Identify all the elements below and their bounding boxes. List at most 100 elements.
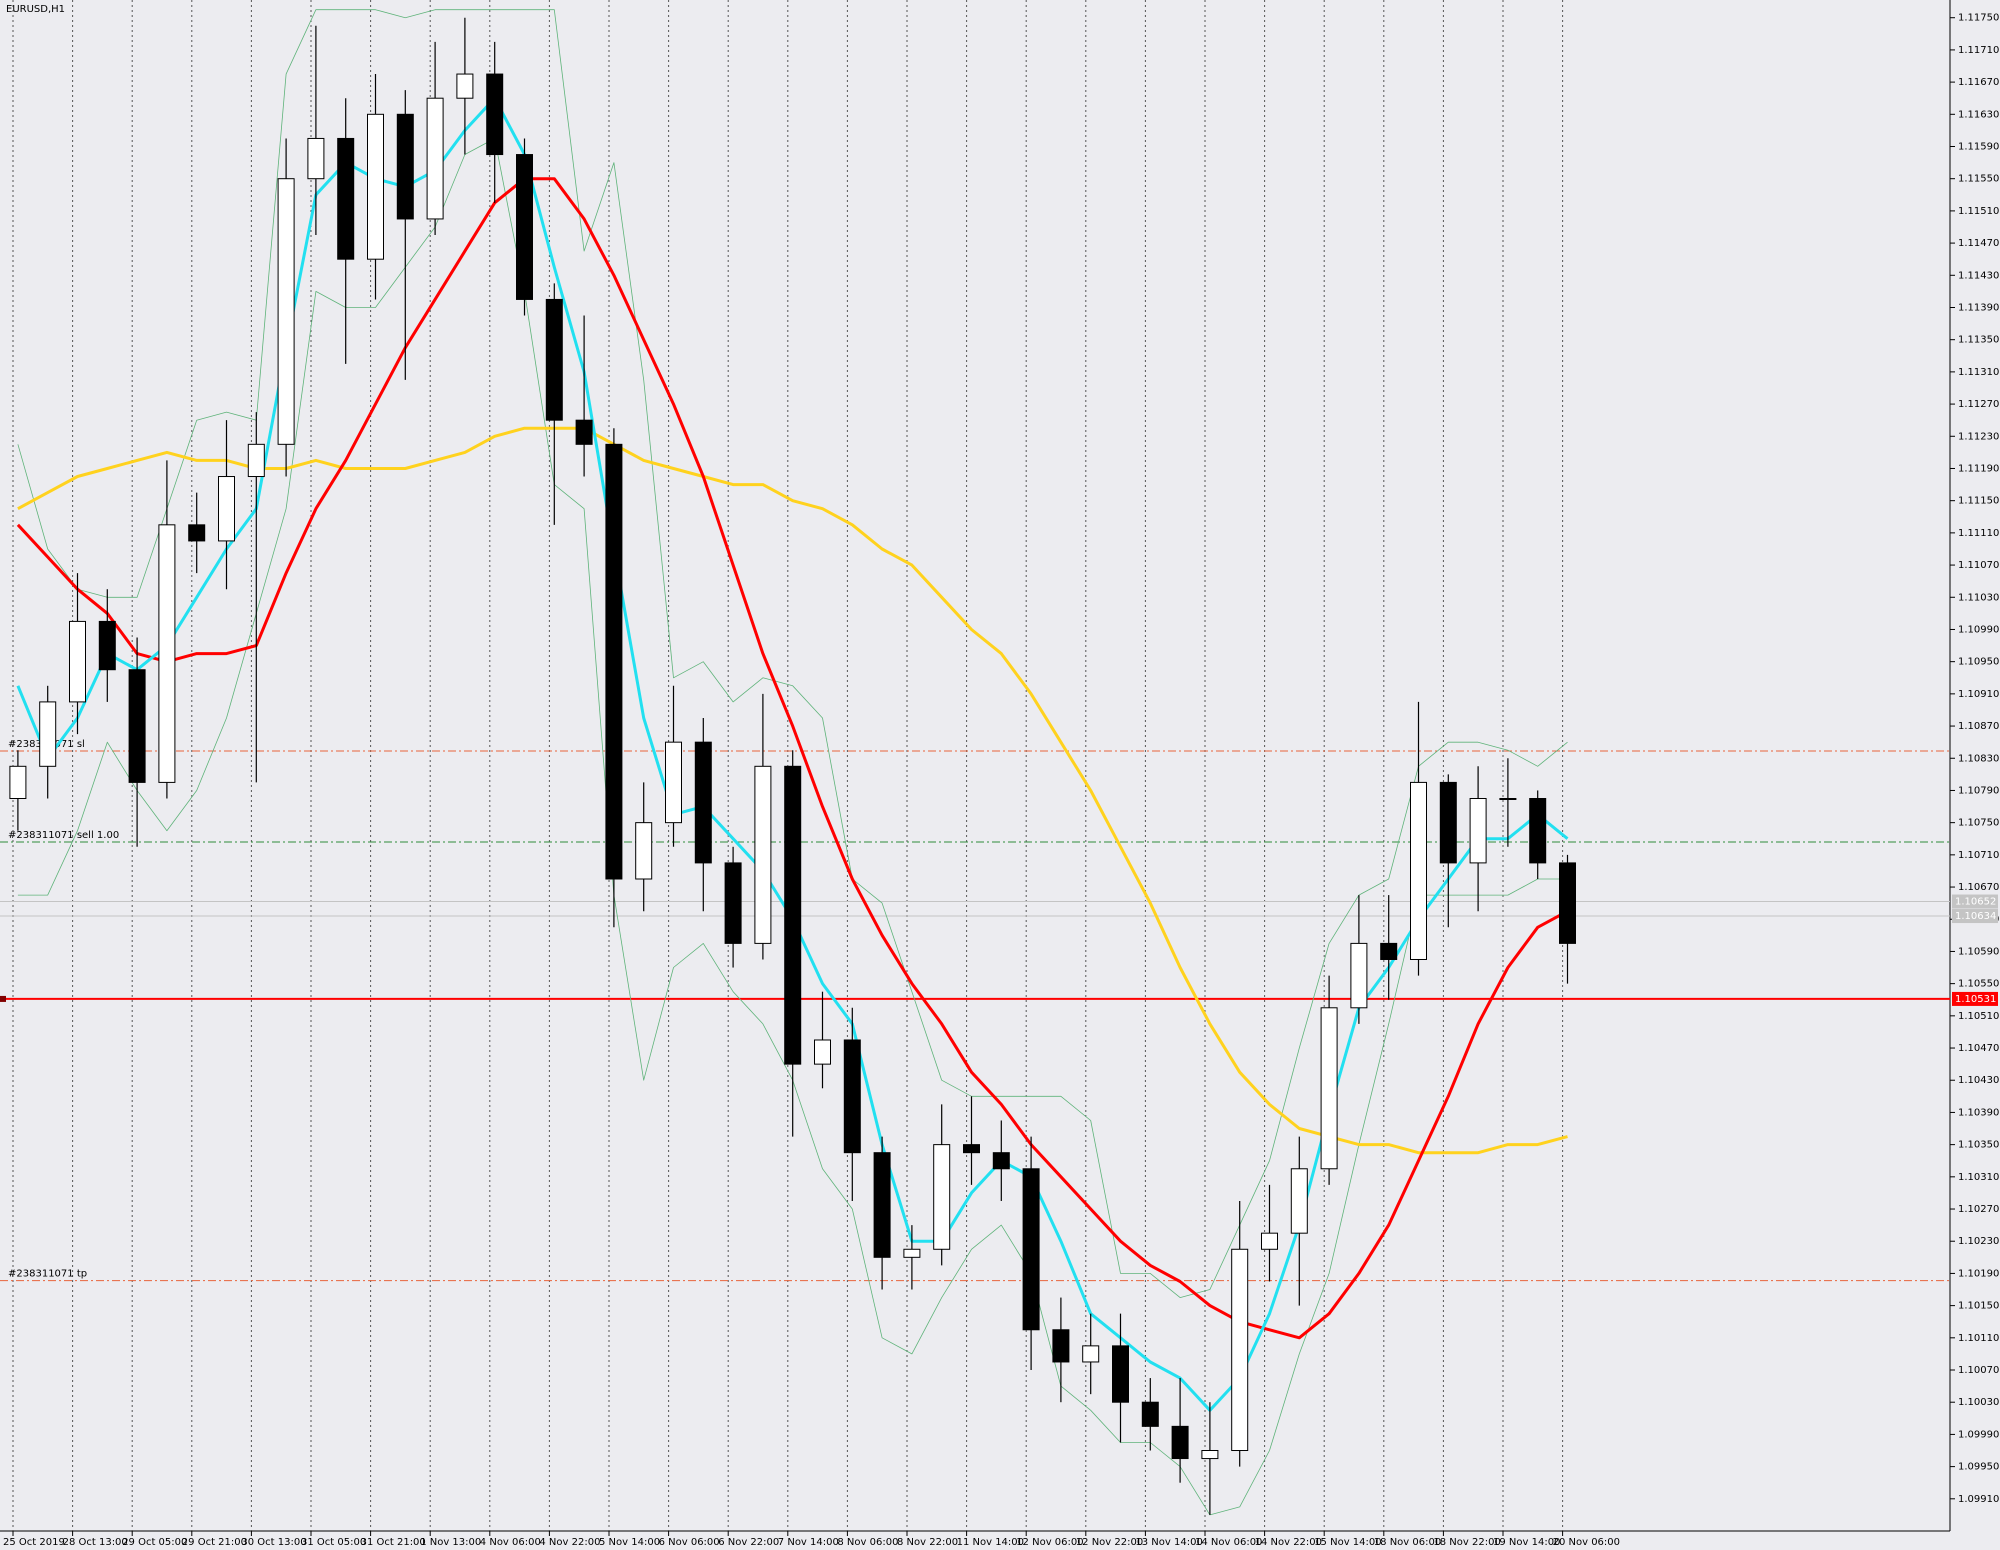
x-tick-label: 11 Nov 14:00 xyxy=(957,1537,1024,1548)
x-tick-label: 18 Nov 06:00 xyxy=(1374,1537,1441,1548)
x-tick-label: 15 Nov 14:00 xyxy=(1314,1537,1381,1548)
candle-body xyxy=(814,1039,831,1065)
x-tick-label: 5 Nov 14:00 xyxy=(599,1537,660,1548)
candle-body xyxy=(575,419,593,445)
candle-body xyxy=(69,620,86,703)
x-tick-label: 6 Nov 06:00 xyxy=(659,1537,720,1548)
candle-body xyxy=(843,1039,861,1154)
x-tick-label: 18 Nov 22:00 xyxy=(1433,1537,1500,1548)
x-tick-label: 12 Nov 06:00 xyxy=(1016,1537,1083,1548)
indicator-line xyxy=(17,426,1568,1155)
candle-body xyxy=(963,1144,980,1154)
candle-body xyxy=(128,669,146,783)
candle-body xyxy=(694,741,712,864)
x-tick-label: 19 Nov 14:00 xyxy=(1493,1537,1560,1548)
candle-body xyxy=(218,476,235,542)
candle-body xyxy=(1261,1232,1278,1250)
y-tick-label: 1.11390 xyxy=(1958,302,1999,313)
candle-body xyxy=(992,1152,1010,1170)
y-tick-label: 1.09950 xyxy=(1958,1462,1999,1473)
candle-body xyxy=(486,73,504,156)
candle-body xyxy=(1350,942,1368,1009)
x-tick-label: 14 Nov 22:00 xyxy=(1255,1537,1322,1548)
y-tick-label: 1.10670 xyxy=(1958,882,1999,893)
x-tick-label: 14 Nov 06:00 xyxy=(1195,1537,1262,1548)
y-tick-label: 1.10590 xyxy=(1958,946,1999,957)
y-tick-label: 1.10830 xyxy=(1958,753,1999,764)
y-tick-label: 1.10150 xyxy=(1958,1301,1999,1312)
candle-body xyxy=(426,97,444,220)
y-tick-label: 1.11070 xyxy=(1958,560,1999,571)
x-tick-label: 20 Nov 06:00 xyxy=(1553,1537,1620,1548)
order-label: #238311071 sell 1.00 xyxy=(8,830,119,841)
y-tick-label: 1.11470 xyxy=(1958,238,1999,249)
x-tick-label: 29 Oct 05:00 xyxy=(122,1537,187,1548)
y-tick-label: 1.10870 xyxy=(1958,721,1999,732)
price-label: 1.10652 xyxy=(1955,897,1996,908)
price-label-box xyxy=(1952,894,1998,909)
x-tick-label: 28 Oct 13:00 xyxy=(63,1537,128,1548)
x-tick-label: 8 Nov 22:00 xyxy=(897,1537,958,1548)
price-label: 1.10531 xyxy=(1955,994,1996,1005)
y-tick-label: 1.10270 xyxy=(1958,1204,1999,1215)
y-tick-label: 1.11710 xyxy=(1958,45,1999,56)
candle-body xyxy=(9,765,27,800)
y-tick-label: 1.10390 xyxy=(1958,1107,1999,1118)
candle-body xyxy=(277,178,295,445)
y-tick-label: 1.10070 xyxy=(1958,1365,1999,1376)
x-tick-label: 4 Nov 06:00 xyxy=(480,1537,541,1548)
x-tick-label: 31 Oct 21:00 xyxy=(361,1537,426,1548)
candle-body xyxy=(1052,1329,1070,1363)
y-tick-label: 1.10350 xyxy=(1958,1140,1999,1151)
candle-body xyxy=(247,443,265,478)
x-tick-label: 29 Oct 21:00 xyxy=(182,1537,247,1548)
y-tick-label: 1.11430 xyxy=(1958,270,1999,281)
y-tick-label: 1.11190 xyxy=(1958,463,1999,474)
candle-body xyxy=(158,524,176,783)
y-tick-label: 1.11630 xyxy=(1958,109,1999,120)
price-marker xyxy=(0,995,6,1002)
candle-body xyxy=(1141,1401,1159,1427)
candle-body xyxy=(396,113,414,220)
y-tick-label: 1.10110 xyxy=(1958,1333,1999,1344)
y-tick-label: 1.10750 xyxy=(1958,818,1999,829)
candle-body xyxy=(39,701,57,767)
candle-body xyxy=(754,765,772,944)
candle-body xyxy=(1290,1168,1308,1234)
candle-body xyxy=(933,1144,951,1250)
candle-body xyxy=(98,620,116,671)
candle-body xyxy=(1112,1345,1129,1403)
candle-body xyxy=(1231,1248,1249,1452)
y-tick-label: 1.11550 xyxy=(1958,174,1999,185)
candle-body xyxy=(1439,781,1457,864)
x-tick-label: 31 Oct 05:00 xyxy=(301,1537,366,1548)
x-tick-label: 30 Oct 13:00 xyxy=(241,1537,306,1548)
candle-body xyxy=(665,741,682,824)
y-tick-label: 1.10470 xyxy=(1958,1043,1999,1054)
candle-body xyxy=(367,113,384,260)
y-tick-label: 1.10030 xyxy=(1958,1397,1999,1408)
y-tick-label: 1.10190 xyxy=(1958,1268,1999,1279)
price-label: 1.10634 xyxy=(1955,911,1996,922)
y-tick-label: 1.11030 xyxy=(1958,592,1999,603)
y-tick-label: 1.11150 xyxy=(1958,496,1999,507)
candle-body xyxy=(724,862,742,944)
order-label: #238311071 tp xyxy=(8,1269,87,1280)
y-tick-label: 1.09990 xyxy=(1958,1429,1999,1440)
y-tick-label: 1.10310 xyxy=(1958,1172,1999,1183)
y-tick-label: 1.11750 xyxy=(1958,13,1999,24)
y-tick-label: 1.09910 xyxy=(1958,1494,1999,1505)
y-tick-label: 1.10910 xyxy=(1958,689,1999,700)
candle-body xyxy=(1499,798,1517,801)
y-tick-label: 1.10510 xyxy=(1958,1011,1999,1022)
y-tick-label: 1.11230 xyxy=(1958,431,1999,442)
indicator-line xyxy=(17,9,1568,1298)
x-tick-label: 8 Nov 06:00 xyxy=(837,1537,898,1548)
y-tick-label: 1.10550 xyxy=(1958,979,1999,990)
chart-title: EURUSD,H1 xyxy=(6,4,65,15)
y-tick-label: 1.10790 xyxy=(1958,785,1999,796)
x-tick-label: 7 Nov 14:00 xyxy=(778,1537,839,1548)
y-tick-label: 1.11270 xyxy=(1958,399,1999,410)
